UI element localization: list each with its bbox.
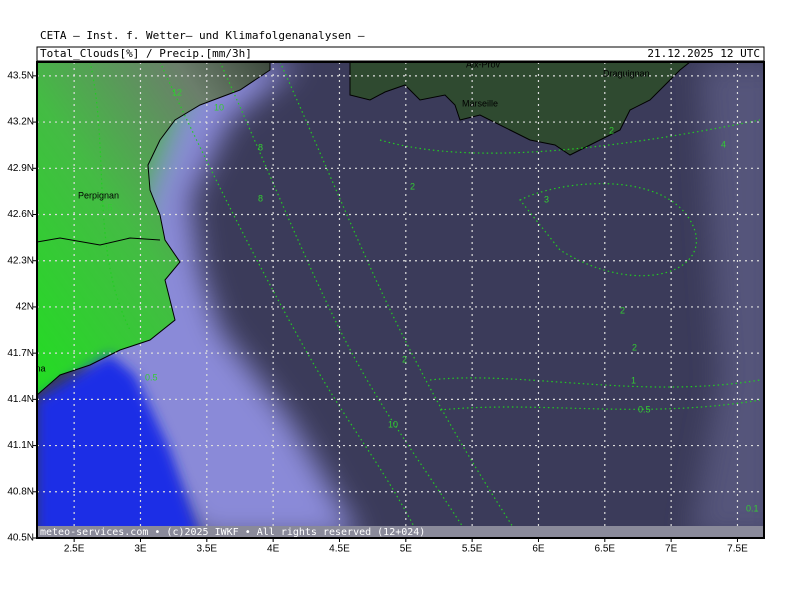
contour — [279, 62, 521, 538]
contour-label: 8 — [258, 142, 263, 152]
x-tick-label: 6E — [532, 544, 545, 555]
header-title: CETA – Inst. f. Wetter– und Klimafolgena… — [40, 29, 365, 42]
x-tick-label: 7E — [665, 544, 678, 555]
y-tick-label: 41.7N — [7, 348, 34, 359]
y-tick-label: 42.6N — [7, 209, 34, 220]
contour-label: 0.5 — [100, 202, 113, 212]
map-frame — [36, 61, 765, 539]
contour-label: 2 — [410, 181, 415, 191]
x-tick-label: 3.5E — [197, 544, 218, 555]
contour-label: 10 — [214, 102, 224, 112]
x-tick-label: 4E — [267, 544, 280, 555]
x-tick-label: 6.5E — [595, 544, 616, 555]
x-tick-label: 5.5E — [462, 544, 483, 555]
place-label: Aix-Prov — [466, 59, 501, 69]
cloud-core — [37, 355, 200, 538]
contour — [429, 377, 761, 388]
y-tick-label: 42.9N — [7, 163, 34, 174]
contour-label: 0.1 — [746, 503, 759, 513]
y-tick-label: 40.8N — [7, 486, 34, 497]
contour-label: 2 — [632, 342, 637, 352]
contour-label: 2 — [620, 305, 625, 315]
y-tick-label: 41.1N — [7, 440, 34, 451]
x-tick-label: 4.5E — [329, 544, 350, 555]
cloud-band — [690, 62, 764, 538]
contour — [89, 62, 131, 331]
y-tick-label: 42N — [16, 302, 34, 313]
x-tick-label: 5E — [400, 544, 413, 555]
contour-label: 12 — [172, 87, 182, 97]
border — [37, 237, 161, 246]
place-label: Perpignan — [78, 190, 119, 200]
land-east — [349, 62, 691, 156]
y-tick-label: 43.5N — [7, 71, 34, 82]
contour-label: 4 — [721, 139, 726, 149]
footer-strip — [37, 526, 764, 538]
coastline — [37, 62, 271, 396]
contour-label: 8 — [258, 193, 263, 203]
land-west — [37, 62, 270, 395]
map-area: Perpignan Marseille Aix-Prov Draguignan Barc… — [5, 59, 764, 538]
contour — [219, 62, 471, 538]
y-tick-label: 43.2N — [7, 117, 34, 128]
footer: meteo-services.com • (c)2025 IWKF • All … — [40, 527, 425, 538]
header-variable: Total_Clouds[%] / Precip.[mm/3h] — [40, 47, 252, 60]
x-tick-label: 3E — [134, 544, 147, 555]
contour-label: 2 — [609, 125, 614, 135]
x-tick-label: 2.5E — [64, 544, 85, 555]
y-tick-label: 40.5N — [7, 533, 34, 544]
contour-label: 10 — [388, 419, 398, 429]
contour — [379, 119, 761, 154]
contour-label: 3 — [544, 194, 549, 204]
contour — [159, 62, 421, 538]
place-label: Marseille — [462, 98, 498, 108]
contour-label: 0.5 — [145, 372, 158, 382]
y-tick-label: 41.4N — [7, 394, 34, 405]
place-label: Barcelona — [5, 363, 46, 373]
y-tick-label: 42.3N — [7, 255, 34, 266]
x-tick-label: 7.5E — [727, 544, 748, 555]
contour-label: 1 — [631, 375, 636, 385]
contour-label: 2 — [402, 354, 407, 364]
contour-label: 0.5 — [638, 404, 651, 414]
place-label: Draguignan — [603, 68, 650, 78]
header-date: 21.12.2025 12 UTC — [647, 47, 760, 60]
